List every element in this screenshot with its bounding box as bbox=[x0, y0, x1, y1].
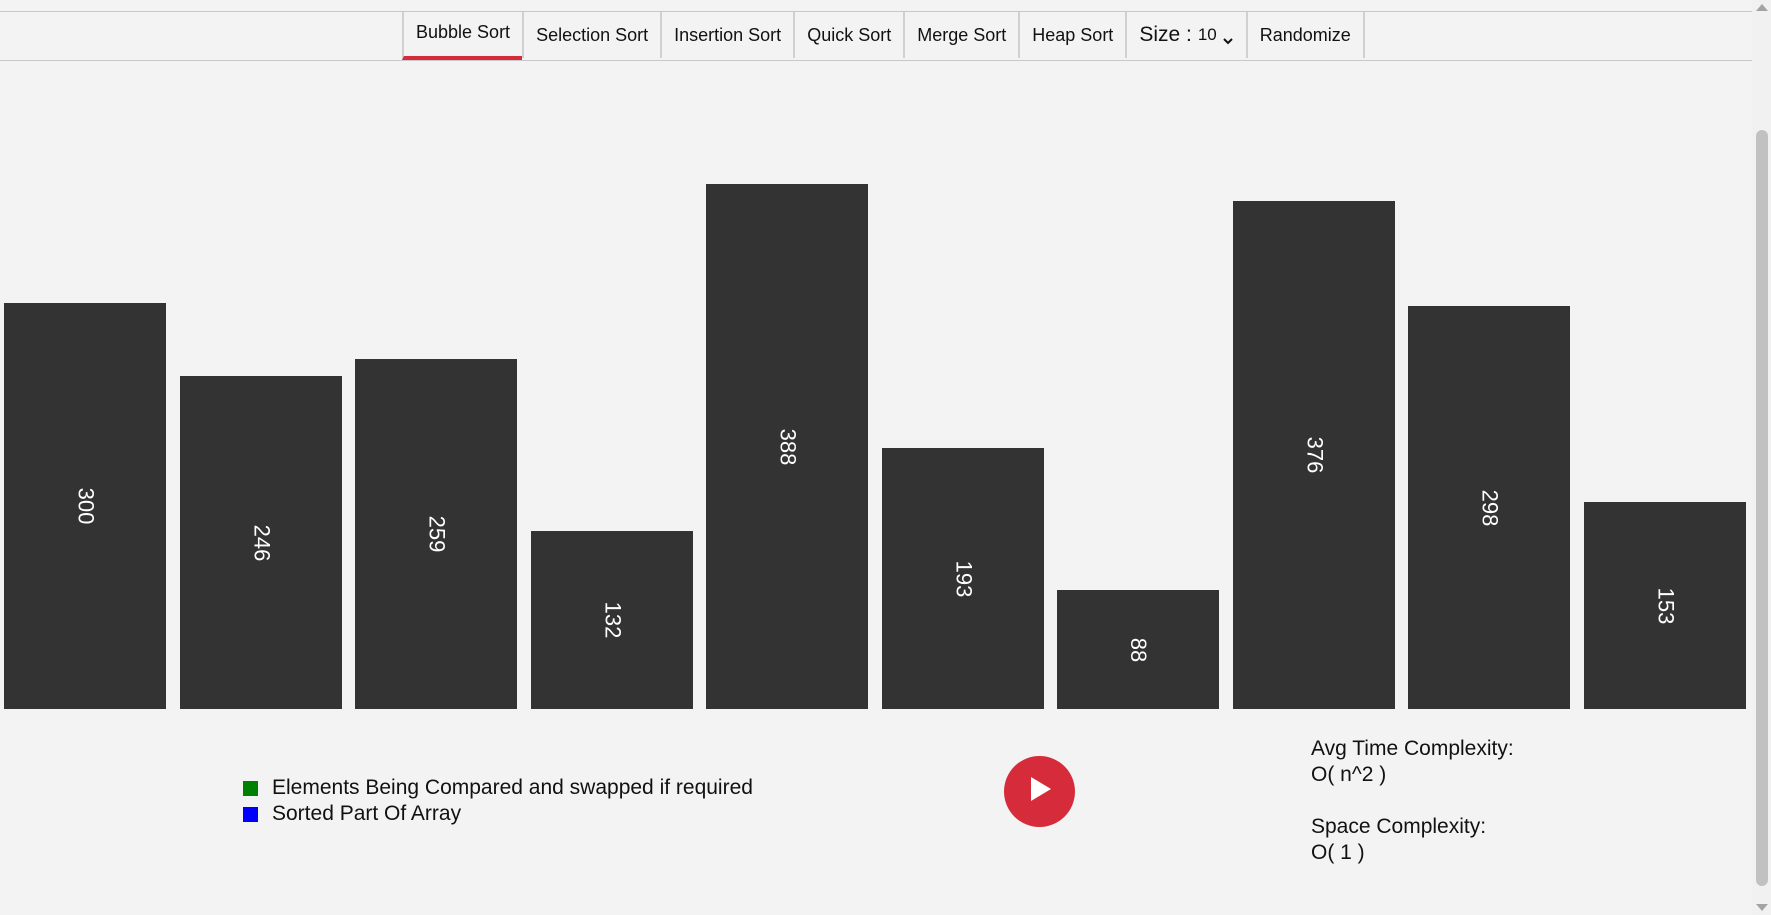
algorithm-tabs: Bubble Sort Selection Sort Insertion Sor… bbox=[402, 12, 1365, 60]
navbar: Bubble Sort Selection Sort Insertion Sor… bbox=[0, 12, 1752, 61]
array-bar[interactable]: 388 bbox=[706, 184, 868, 709]
scroll-up-arrow-icon[interactable] bbox=[1756, 4, 1768, 11]
chevron-down-icon bbox=[1222, 29, 1234, 45]
size-value: 10 bbox=[1197, 25, 1217, 44]
tab-merge-sort[interactable]: Merge Sort bbox=[903, 12, 1018, 58]
array-bar[interactable]: 132 bbox=[531, 531, 693, 709]
legend-item-sorted: Sorted Part Of Array bbox=[243, 801, 753, 827]
array-bar[interactable]: 300 bbox=[4, 303, 166, 709]
complexity-info: Avg Time Complexity: O( n^2 ) Space Comp… bbox=[1311, 736, 1514, 866]
bar-value-label: 376 bbox=[1302, 436, 1327, 474]
space-complexity-title: Space Complexity: bbox=[1311, 815, 1487, 838]
randomize-button[interactable]: Randomize bbox=[1245, 12, 1365, 58]
play-button[interactable] bbox=[1004, 756, 1075, 827]
legend-label-sorted: Sorted Part Of Array bbox=[272, 802, 462, 825]
play-icon bbox=[1027, 775, 1053, 808]
compared-swatch bbox=[243, 780, 258, 796]
size-label: Size : bbox=[1139, 23, 1192, 46]
array-bar[interactable]: 298 bbox=[1408, 306, 1570, 709]
array-bar[interactable]: 246 bbox=[180, 376, 342, 709]
array-bar[interactable]: 193 bbox=[882, 448, 1044, 709]
bar-value-label: 246 bbox=[249, 524, 274, 561]
time-complexity-title: Avg Time Complexity: bbox=[1311, 737, 1514, 760]
tab-heap-sort[interactable]: Heap Sort bbox=[1018, 12, 1125, 58]
legend-label-compared: Elements Being Compared and swapped if r… bbox=[272, 776, 753, 799]
array-bar[interactable]: 153 bbox=[1584, 502, 1746, 709]
sorted-swatch bbox=[243, 806, 258, 822]
bar-value-label: 259 bbox=[424, 515, 449, 553]
tab-selection-sort[interactable]: Selection Sort bbox=[522, 12, 660, 58]
top-divider bbox=[0, 11, 1752, 12]
scrollbar[interactable] bbox=[1752, 0, 1771, 915]
bar-value-label: 298 bbox=[1477, 489, 1502, 526]
scrollbar-thumb[interactable] bbox=[1756, 130, 1768, 886]
space-complexity-value: O( 1 ) bbox=[1311, 841, 1365, 864]
tab-quick-sort[interactable]: Quick Sort bbox=[793, 12, 903, 58]
bar-value-label: 388 bbox=[775, 428, 800, 465]
tab-insertion-sort[interactable]: Insertion Sort bbox=[660, 12, 793, 58]
bar-value-label: 132 bbox=[600, 601, 625, 639]
tab-bubble-sort[interactable]: Bubble Sort bbox=[402, 12, 523, 60]
array-bar[interactable]: 376 bbox=[1233, 201, 1395, 709]
time-complexity-value: O( n^2 ) bbox=[1311, 763, 1387, 786]
bar-value-label: 300 bbox=[73, 487, 98, 525]
array-bar[interactable]: 88 bbox=[1057, 590, 1219, 709]
legend: Elements Being Compared and swapped if r… bbox=[243, 775, 753, 827]
array-bars: 300 246 259 132 388 193 88 376 298 153 bbox=[0, 60, 1752, 709]
bar-value-label: 88 bbox=[1125, 637, 1151, 662]
bar-value-label: 153 bbox=[1653, 587, 1678, 624]
bar-value-label: 193 bbox=[951, 560, 976, 597]
scroll-down-arrow-icon[interactable] bbox=[1756, 904, 1768, 911]
size-select[interactable]: Size : 10 bbox=[1125, 12, 1245, 58]
array-bar[interactable]: 259 bbox=[355, 359, 517, 709]
legend-item-compared: Elements Being Compared and swapped if r… bbox=[243, 775, 753, 801]
